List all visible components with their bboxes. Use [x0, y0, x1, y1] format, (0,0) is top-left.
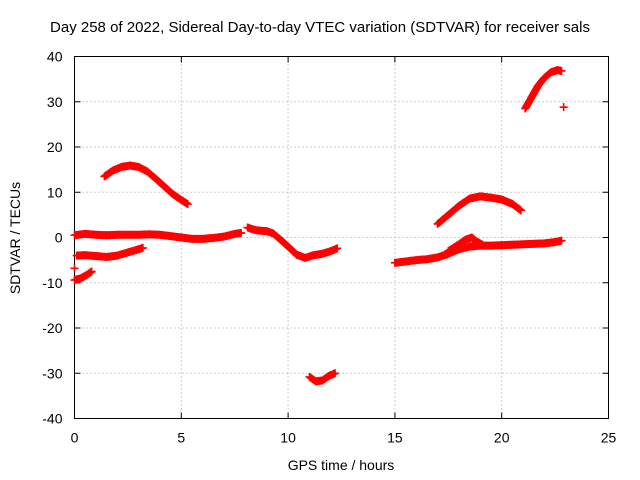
y-tick-label: 10: [47, 184, 63, 200]
series-arc-5: [70, 264, 79, 273]
data-point: [87, 267, 96, 276]
y-tick-label: -40: [42, 411, 62, 427]
x-tick-label: 0: [71, 430, 79, 446]
x-axis-label: GPS time / hours: [287, 457, 395, 473]
series-arc-7: [305, 369, 340, 386]
data-point: [516, 206, 525, 215]
y-axis-label: SDTVAR / TECUs: [7, 181, 23, 295]
data-point: [557, 66, 566, 75]
x-tick-label: 25: [601, 430, 617, 446]
series-arc-8: [390, 236, 566, 267]
y-tick-label: -10: [42, 275, 62, 291]
data-point: [333, 244, 342, 253]
data-point: [559, 103, 568, 112]
series-arc-10: [433, 192, 525, 228]
y-tick-label: 40: [47, 49, 63, 65]
series-arc-4: [70, 267, 96, 285]
x-tick-label: 20: [494, 430, 510, 446]
series-arc-1: [100, 161, 192, 209]
data-point: [70, 264, 79, 273]
y-tick-label: 30: [47, 94, 63, 110]
series-arc-9: [444, 233, 487, 256]
series-arc-12: [559, 103, 568, 112]
data-points: [70, 66, 568, 386]
y-tick-label: 0: [55, 230, 63, 246]
data-point: [138, 243, 147, 252]
y-tick-label: 20: [47, 139, 63, 155]
series-arc-2: [70, 228, 246, 243]
x-tick-label: 15: [387, 430, 403, 446]
y-tick-label: -20: [42, 320, 62, 336]
x-tick-label: 10: [280, 430, 296, 446]
data-point: [331, 369, 340, 378]
series-arc-3: [72, 243, 147, 261]
data-point: [478, 240, 487, 249]
x-tick-label: 5: [177, 430, 185, 446]
data-point: [557, 236, 566, 245]
series-arc-11: [521, 66, 566, 113]
axis-ticks: 0 5 10 15 20 25 -40 -30 -20 -10 0 10 20 30 40: [42, 49, 616, 446]
chart-title: Day 258 of 2022, Sidereal Day-to-day VTE…: [50, 19, 590, 36]
data-point: [237, 228, 246, 237]
series-arc-6: [243, 223, 342, 262]
y-tick-label: -30: [42, 365, 62, 381]
data-point: [183, 200, 192, 209]
